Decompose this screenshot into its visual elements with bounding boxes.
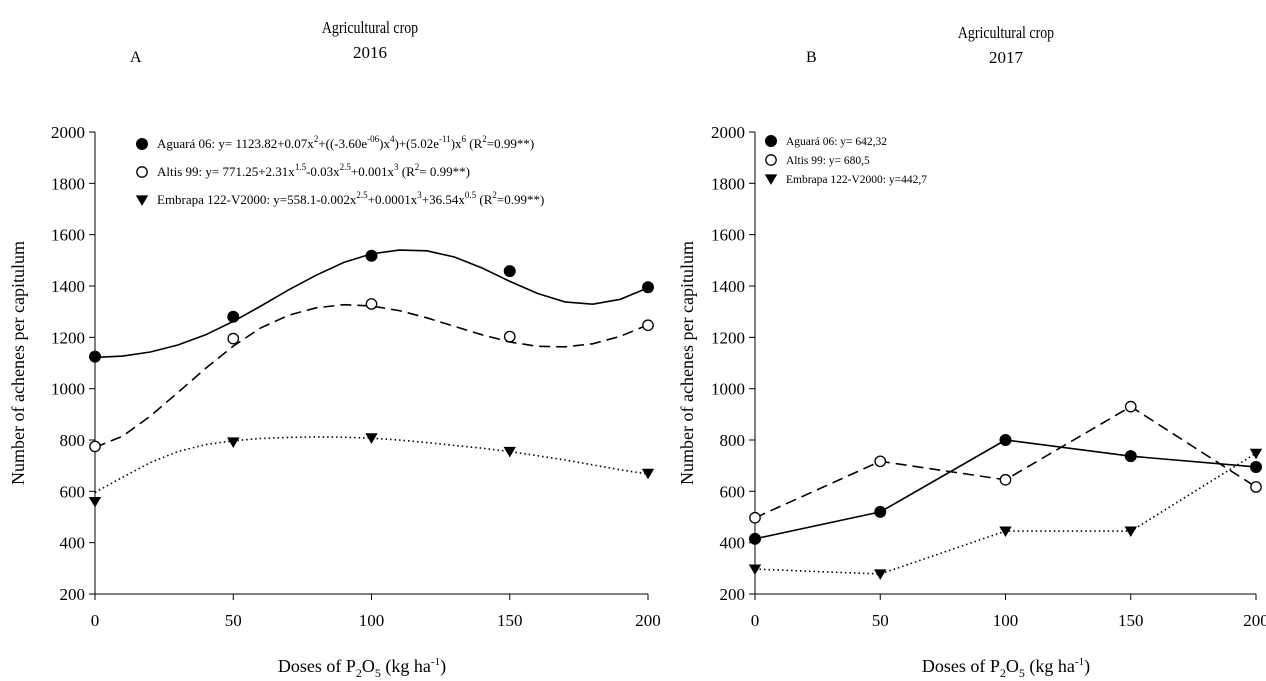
data-point xyxy=(1124,400,1137,413)
data-point xyxy=(88,496,102,508)
x-tick-label: 200 xyxy=(635,611,661,630)
data-point xyxy=(365,433,378,444)
x-tick-label: 50 xyxy=(872,611,889,630)
data-point xyxy=(365,298,378,310)
data-point xyxy=(749,511,761,524)
chart-title: Agricultural crop xyxy=(322,19,419,38)
data-point xyxy=(874,505,887,518)
y-tick-label: 1400 xyxy=(51,277,85,296)
legend-entry: Altis 99: y= 680,5 xyxy=(786,155,870,167)
data-point xyxy=(503,330,516,343)
chart-title: Agricultural crop xyxy=(958,24,1055,43)
data-point xyxy=(503,446,516,458)
y-tick-label: 1200 xyxy=(51,328,85,347)
x-axis-label: Doses of P2O5 (kg ha-1) xyxy=(278,656,446,680)
y-tick-label: 1000 xyxy=(51,380,85,399)
data-point xyxy=(365,249,378,262)
x-tick-label: 150 xyxy=(1118,611,1144,630)
x-tick-label: 0 xyxy=(751,611,760,630)
data-point xyxy=(227,332,240,345)
y-axis-label: Number of achenes per capitulum xyxy=(677,241,697,485)
x-tick-label: 100 xyxy=(993,611,1019,630)
data-point xyxy=(874,569,887,580)
data-point xyxy=(749,532,761,545)
series-altis-99: Altis 99: y= 680,5 xyxy=(749,154,1262,524)
series-aguar-06: Aguará 06: y= 1123.82+0.07x2+((-3.60e-06… xyxy=(89,134,654,363)
chart-subtitle: 2016 xyxy=(353,43,387,62)
data-point xyxy=(503,265,516,278)
y-tick-label: 600 xyxy=(720,482,746,501)
data-point xyxy=(1250,481,1262,493)
data-point xyxy=(227,310,240,323)
panel-label: A xyxy=(130,49,142,66)
legend-entry: Altis 99: y= 771.25+2.31x1.5-0.03x2.5+0.… xyxy=(157,162,470,179)
data-point xyxy=(641,468,655,480)
y-tick-label: 1800 xyxy=(51,174,85,193)
x-tick-label: 0 xyxy=(91,611,100,630)
y-tick-label: 1000 xyxy=(711,380,745,399)
y-tick-label: 1600 xyxy=(51,226,85,245)
data-point xyxy=(227,437,240,448)
legend-entry: Aguará 06: y= 642,32 xyxy=(786,136,887,148)
data-point xyxy=(999,434,1012,446)
legend-marker xyxy=(136,166,148,178)
y-tick-label: 1400 xyxy=(711,277,745,296)
data-point xyxy=(999,473,1012,486)
legend-marker xyxy=(765,135,777,147)
y-tick-label: 600 xyxy=(60,482,86,501)
legend-marker xyxy=(765,154,777,166)
y-tick-label: 400 xyxy=(720,534,746,553)
legend-entry: Embrapa 122-V2000: y=442,7 xyxy=(786,174,927,186)
series-line xyxy=(754,452,1257,575)
series-altis-99: Altis 99: y= 771.25+2.31x1.5-0.03x2.5+0.… xyxy=(89,162,654,453)
y-tick-label: 2000 xyxy=(51,123,85,142)
legend-marker xyxy=(764,174,778,185)
series-line xyxy=(754,439,1257,540)
fit-curve xyxy=(94,436,649,494)
legend-entry: Aguará 06: y= 1123.82+0.07x2+((-3.60e-06… xyxy=(157,134,534,151)
x-tick-label: 100 xyxy=(359,611,385,630)
legend-marker xyxy=(136,138,148,150)
y-tick-label: 1200 xyxy=(711,328,745,347)
series-aguar-06: Aguará 06: y= 642,32 xyxy=(749,135,1262,545)
data-point xyxy=(1124,526,1137,538)
y-tick-label: 1600 xyxy=(711,226,745,245)
legend-entry: Embrapa 122-V2000: y=558.1-0.002x2.5+0.0… xyxy=(157,190,544,207)
x-tick-label: 200 xyxy=(1243,611,1266,630)
fit-curve xyxy=(94,303,649,449)
data-point xyxy=(874,455,887,468)
data-point xyxy=(1250,460,1262,473)
chart-subtitle: 2017 xyxy=(989,48,1024,67)
data-point xyxy=(1124,450,1137,463)
data-point xyxy=(89,350,101,363)
data-point xyxy=(642,281,654,294)
data-point xyxy=(748,564,762,575)
y-tick-label: 800 xyxy=(720,431,746,450)
y-tick-label: 200 xyxy=(720,585,746,604)
data-point xyxy=(89,440,101,453)
legend-marker xyxy=(135,195,149,206)
x-axis-label: Doses of P2O5 (kg ha-1) xyxy=(922,656,1090,680)
y-tick-label: 800 xyxy=(60,431,86,450)
y-axis-label: Number of achenes per capitulum xyxy=(8,241,28,485)
x-tick-label: 50 xyxy=(225,611,242,630)
x-tick-label: 150 xyxy=(497,611,523,630)
data-point xyxy=(1249,448,1263,460)
data-point xyxy=(642,319,654,332)
y-tick-label: 400 xyxy=(60,534,86,553)
y-tick-label: 1800 xyxy=(711,174,745,193)
y-tick-label: 200 xyxy=(60,585,86,604)
y-tick-label: 2000 xyxy=(711,123,745,142)
series-embrapa-122-v2000: Embrapa 122-V2000: y=558.1-0.002x2.5+0.0… xyxy=(88,190,655,508)
series-line xyxy=(754,405,1257,519)
data-point xyxy=(999,526,1012,538)
series-embrapa-122-v2000: Embrapa 122-V2000: y=442,7 xyxy=(748,174,1263,580)
panel-label: B xyxy=(806,49,817,66)
